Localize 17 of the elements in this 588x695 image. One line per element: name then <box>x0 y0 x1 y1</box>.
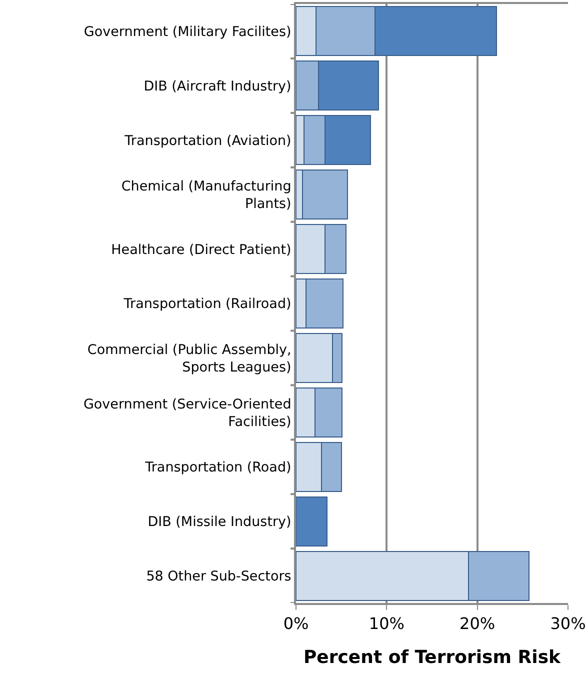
y-tick-label: Transportation (Aviation) <box>124 132 292 149</box>
x-tick-label: 30% <box>550 614 586 634</box>
y-tick-label: Chemical (Manufacturing Plants) <box>121 178 292 212</box>
y-tick-label: Transportation (Road) <box>144 460 292 476</box>
y-tick-label: DIB (Aircraft Industry) <box>144 78 292 94</box>
y-tick-label: 58 Other Sub-Sectors <box>146 568 292 584</box>
x-tick-label: 20% <box>460 614 496 634</box>
y-tick-label: Transportation (Railroad) <box>122 296 292 312</box>
y-tick-label: Healthcare (Direct Patient) <box>111 242 292 258</box>
bar <box>296 496 328 546</box>
y-tick-label: Government (Military Facilites) <box>84 24 292 40</box>
y-tick-label: DIB (Missile Industry) <box>148 514 292 530</box>
x-axis-title: Percent of Terrorism Risk <box>303 646 562 668</box>
x-tick-label: 10% <box>368 614 404 634</box>
x-tick-label: 0% <box>283 614 309 634</box>
y-tick-label: Government (Service-Oriented Facilities) <box>83 396 292 430</box>
y-tick-label: Commercial (Public Assembly, Sports Leagues) <box>87 342 292 376</box>
